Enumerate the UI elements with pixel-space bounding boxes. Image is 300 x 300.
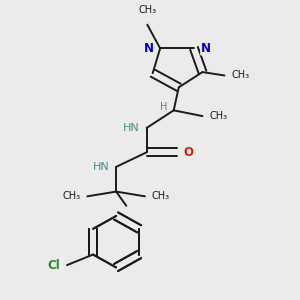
- Text: HN: HN: [123, 123, 140, 133]
- Text: CH₃: CH₃: [152, 191, 170, 201]
- Text: O: O: [184, 146, 194, 159]
- Text: CH₃: CH₃: [62, 191, 81, 201]
- Text: N: N: [143, 42, 153, 55]
- Text: Cl: Cl: [47, 259, 60, 272]
- Text: CH₃: CH₃: [138, 4, 156, 14]
- Text: H: H: [160, 102, 167, 112]
- Text: CH₃: CH₃: [209, 111, 227, 121]
- Text: N: N: [201, 42, 211, 55]
- Text: CH₃: CH₃: [231, 70, 249, 80]
- Text: HN: HN: [93, 162, 110, 172]
